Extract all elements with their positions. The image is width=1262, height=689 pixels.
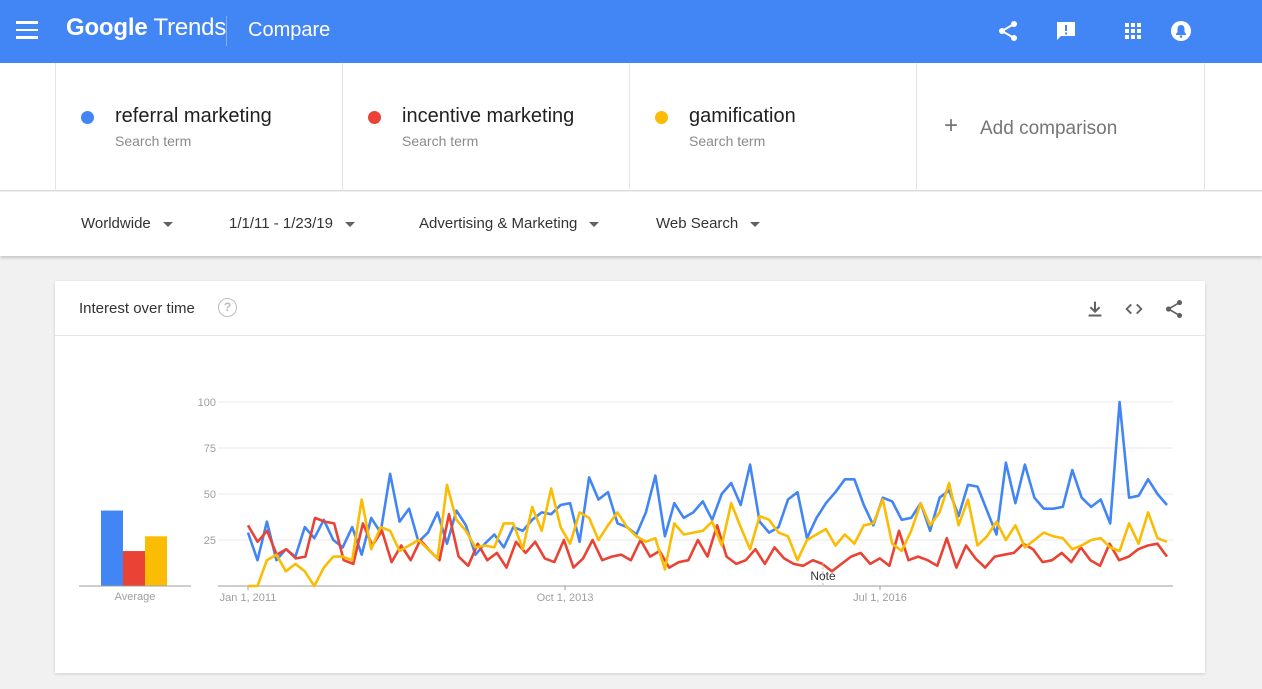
search-type-dropdown[interactable]: Web Search: [656, 215, 761, 232]
series-lines: [246, 400, 1169, 588]
add-comparison-button[interactable]: + Add comparison: [916, 63, 1205, 191]
x-tick-label: Jul 1, 2016: [853, 592, 907, 604]
x-tick-label: Jan 1, 2011: [220, 592, 277, 604]
term-referral-marketing[interactable]: referral marketing Search term: [55, 63, 342, 191]
term-type: Search term: [115, 133, 192, 149]
app-bar: Google Trends Compare: [0, 0, 1262, 63]
y-tick-label: 75: [204, 443, 216, 455]
dropdown-arrow-icon: [162, 221, 173, 227]
logo-product: Trends: [153, 14, 227, 41]
average-bar-referral-marketing[interactable]: [101, 510, 123, 586]
y-tick-label: 100: [198, 397, 216, 409]
term-incentive-marketing[interactable]: incentive marketing Search term: [342, 63, 629, 191]
term-name: incentive marketing: [402, 105, 575, 127]
term-gamification[interactable]: gamification Search term: [629, 63, 916, 191]
download-icon[interactable]: [1084, 298, 1106, 320]
filters-bar: Worldwide 1/1/11 - 1/23/19 Advertising &…: [0, 192, 1262, 256]
account-avatar-icon[interactable]: [1169, 19, 1193, 43]
header-divider: [226, 16, 227, 46]
comparison-terms-bar: referral marketing Search term incentive…: [0, 63, 1262, 191]
average-bar-gamification[interactable]: [145, 536, 167, 586]
region-label: Worldwide: [81, 215, 151, 232]
y-tick-label: 50: [204, 489, 216, 501]
term-color-dot: [655, 111, 668, 124]
card-title: Interest over time: [79, 300, 195, 317]
dropdown-arrow-icon: [344, 221, 355, 227]
average-bars: [101, 510, 167, 586]
help-icon[interactable]: ?: [218, 298, 237, 317]
logo-brand: Google: [66, 14, 148, 41]
share-icon[interactable]: [996, 19, 1020, 43]
category-label: Advertising & Marketing: [419, 215, 578, 232]
add-comparison-label: Add comparison: [980, 118, 1118, 139]
share-icon[interactable]: [1163, 298, 1185, 320]
time-range-label: 1/1/11 - 1/23/19: [229, 215, 333, 232]
series-line-referral-marketing[interactable]: [246, 400, 1168, 562]
average-label: Average: [115, 591, 156, 603]
feedback-icon[interactable]: [1054, 19, 1078, 43]
google-trends-logo[interactable]: Google Trends: [66, 14, 226, 42]
dropdown-arrow-icon: [750, 221, 761, 227]
card-header: Interest over time ?: [55, 281, 1205, 336]
page-title: Compare: [248, 19, 331, 41]
time-range-dropdown[interactable]: 1/1/11 - 1/23/19: [229, 215, 355, 232]
y-tick-label: 25: [204, 535, 216, 547]
interest-over-time-chart: Average 25 50 75 100 Jan 1, 2011 Oct 1, 2013…: [79, 397, 1173, 604]
embed-code-icon[interactable]: [1123, 298, 1145, 320]
dropdown-arrow-icon: [589, 221, 600, 227]
search-type-label: Web Search: [656, 215, 739, 232]
average-bar-incentive-marketing[interactable]: [123, 551, 145, 586]
term-name: referral marketing: [115, 105, 272, 127]
series-line-gamification[interactable]: [248, 481, 1168, 588]
hamburger-menu-icon[interactable]: [16, 21, 38, 41]
term-type: Search term: [689, 133, 766, 149]
apps-grid-icon[interactable]: [1121, 19, 1145, 43]
interest-over-time-card: Interest over time ? Average 25 50 75 100 J…: [55, 281, 1205, 673]
region-dropdown[interactable]: Worldwide: [81, 215, 173, 232]
plus-icon: +: [944, 112, 959, 139]
term-color-dot: [368, 111, 381, 124]
note-marker[interactable]: Note: [810, 569, 836, 583]
series-line-incentive-marketing[interactable]: [246, 512, 1169, 573]
x-tick-label: Oct 1, 2013: [537, 592, 594, 604]
x-axis-ticks: Jan 1, 2011 Oct 1, 2013 Jul 1, 2016: [220, 586, 907, 604]
term-type: Search term: [402, 133, 479, 149]
category-dropdown[interactable]: Advertising & Marketing: [419, 215, 600, 232]
term-color-dot: [81, 111, 94, 124]
term-name: gamification: [689, 105, 796, 127]
